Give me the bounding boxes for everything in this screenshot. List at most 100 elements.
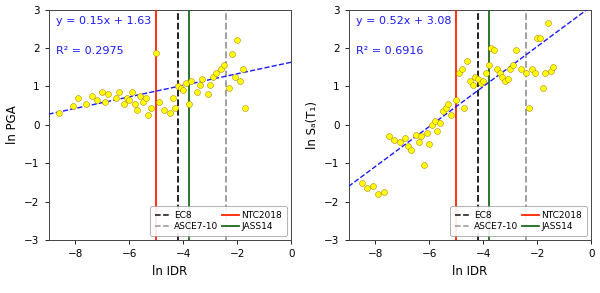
Point — [68, 103, 77, 108]
Point — [497, 74, 507, 79]
Point — [206, 82, 215, 87]
Point — [114, 90, 124, 95]
Point — [503, 76, 512, 81]
Point — [470, 74, 480, 79]
Point — [232, 38, 242, 43]
Y-axis label: ln Sₐ(T₁): ln Sₐ(T₁) — [305, 101, 319, 149]
Point — [484, 63, 494, 68]
Text: R² = 0.6916: R² = 0.6916 — [356, 47, 423, 57]
Point — [436, 121, 445, 125]
Point — [443, 101, 453, 106]
Point — [154, 100, 164, 104]
Point — [136, 94, 145, 98]
Point — [165, 111, 175, 116]
Text: y = 0.15x + 1.63: y = 0.15x + 1.63 — [56, 16, 151, 26]
Point — [433, 128, 442, 133]
Point — [473, 76, 483, 81]
Point — [216, 67, 226, 71]
Point — [411, 132, 421, 137]
Point — [100, 100, 110, 104]
Point — [138, 100, 148, 104]
Legend: EC8, ASCE7-10, NTC2018, JASS14: EC8, ASCE7-10, NTC2018, JASS14 — [150, 207, 287, 236]
Point — [479, 78, 488, 83]
Point — [527, 67, 536, 71]
Point — [419, 163, 429, 168]
Legend: EC8, ASCE7-10, NTC2018, JASS14: EC8, ASCE7-10, NTC2018, JASS14 — [450, 207, 587, 236]
Point — [170, 105, 180, 110]
Point — [538, 86, 547, 91]
Point — [181, 80, 191, 85]
Point — [195, 82, 205, 87]
X-axis label: ln IDR: ln IDR — [152, 265, 187, 278]
Point — [465, 78, 475, 83]
Point — [468, 82, 478, 87]
Point — [532, 36, 542, 41]
Point — [179, 88, 188, 93]
Point — [55, 111, 64, 116]
Point — [460, 105, 469, 110]
Point — [208, 74, 218, 79]
Point — [546, 69, 556, 74]
Point — [187, 78, 196, 83]
Point — [406, 148, 415, 152]
Point — [184, 101, 194, 106]
Point — [454, 71, 464, 75]
Point — [141, 96, 151, 100]
Point — [230, 74, 239, 79]
Point — [438, 109, 448, 114]
Point — [506, 67, 515, 71]
Y-axis label: ln PGA: ln PGA — [5, 105, 19, 144]
Point — [73, 96, 83, 100]
Point — [487, 46, 496, 50]
Point — [173, 84, 183, 89]
Point — [492, 67, 502, 71]
Point — [500, 78, 510, 83]
Point — [127, 90, 137, 95]
Point — [490, 47, 499, 52]
Point — [119, 101, 129, 106]
Point — [152, 51, 161, 55]
Point — [103, 92, 113, 96]
Point — [441, 105, 451, 110]
Point — [130, 101, 140, 106]
Point — [535, 36, 545, 41]
Point — [197, 76, 207, 81]
Point — [238, 67, 247, 71]
Point — [521, 71, 531, 75]
Point — [125, 98, 134, 102]
Point — [457, 67, 467, 71]
Point — [524, 105, 534, 110]
Point — [92, 98, 102, 102]
Point — [416, 134, 426, 139]
Point — [481, 71, 491, 75]
Point — [516, 67, 526, 71]
Point — [548, 65, 558, 69]
Point — [133, 107, 142, 112]
Point — [403, 144, 413, 148]
Point — [219, 63, 229, 68]
Point — [389, 138, 399, 143]
Point — [446, 113, 456, 117]
Point — [430, 119, 440, 123]
Point — [87, 94, 97, 98]
Point — [452, 98, 461, 102]
Point — [476, 80, 485, 85]
Point — [143, 113, 153, 117]
Point — [98, 90, 107, 95]
Point — [362, 186, 372, 191]
Point — [146, 105, 156, 110]
Point — [160, 107, 169, 112]
Point — [111, 96, 121, 100]
Point — [176, 86, 185, 91]
Point — [395, 140, 404, 144]
Point — [511, 47, 520, 52]
Point — [530, 71, 539, 75]
Point — [168, 96, 178, 100]
Point — [463, 59, 472, 64]
Point — [357, 180, 367, 185]
Point — [400, 136, 410, 141]
Point — [192, 90, 202, 95]
Point — [122, 96, 131, 100]
Point — [495, 71, 505, 75]
Point — [425, 142, 434, 146]
